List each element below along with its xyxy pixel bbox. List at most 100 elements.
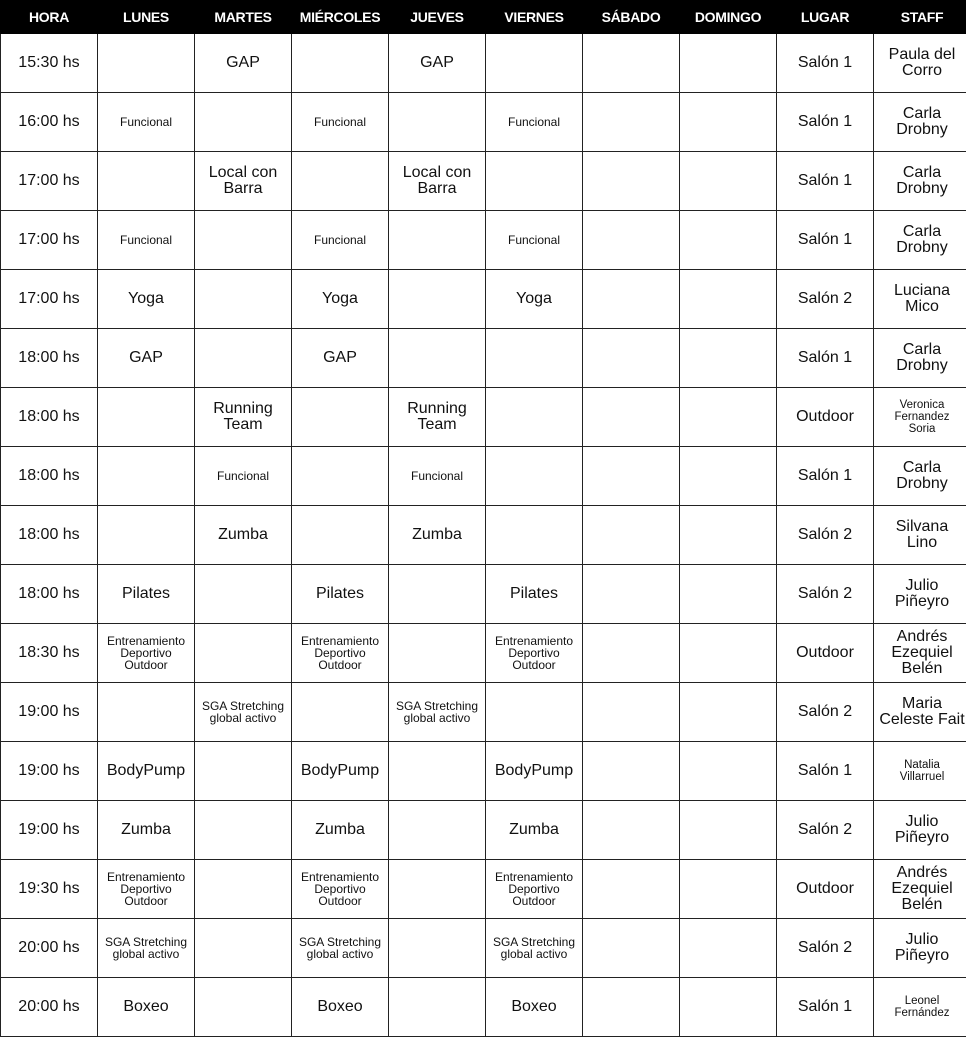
class-cell-martes: Funcional bbox=[195, 447, 292, 506]
time-cell: 18:00 hs bbox=[1, 506, 98, 565]
header-domingo: DOMINGO bbox=[680, 1, 777, 34]
class-cell-sabado bbox=[583, 801, 680, 860]
class-cell-viernes bbox=[486, 506, 583, 565]
class-cell-miercoles: GAP bbox=[292, 329, 389, 388]
class-cell-sabado bbox=[583, 447, 680, 506]
location-cell: Salón 2 bbox=[777, 270, 874, 329]
class-cell-miercoles bbox=[292, 388, 389, 447]
class-cell-martes bbox=[195, 860, 292, 919]
class-cell-miercoles bbox=[292, 34, 389, 93]
class-cell-lunes: SGA Stretching global activo bbox=[98, 919, 195, 978]
class-cell-jueves bbox=[389, 742, 486, 801]
class-cell-sabado bbox=[583, 388, 680, 447]
location-cell: Salón 1 bbox=[777, 978, 874, 1037]
class-cell-miercoles: Funcional bbox=[292, 211, 389, 270]
class-cell-lunes: Pilates bbox=[98, 565, 195, 624]
staff-cell: Natalia Villarruel bbox=[874, 742, 966, 801]
class-cell-lunes bbox=[98, 447, 195, 506]
class-cell-lunes bbox=[98, 152, 195, 211]
time-cell: 20:00 hs bbox=[1, 919, 98, 978]
class-cell-viernes: Entrenamiento Deportivo Outdoor bbox=[486, 624, 583, 683]
time-cell: 15:30 hs bbox=[1, 34, 98, 93]
class-cell-domingo bbox=[680, 683, 777, 742]
header-viernes: VIERNES bbox=[486, 1, 583, 34]
class-cell-lunes: Yoga bbox=[98, 270, 195, 329]
class-cell-sabado bbox=[583, 742, 680, 801]
class-cell-jueves bbox=[389, 860, 486, 919]
class-cell-jueves bbox=[389, 211, 486, 270]
staff-cell: Leonel Fernández bbox=[874, 978, 966, 1037]
header-lugar: LUGAR bbox=[777, 1, 874, 34]
class-cell-miercoles: Entrenamiento Deportivo Outdoor bbox=[292, 624, 389, 683]
header-sabado: SÁBADO bbox=[583, 1, 680, 34]
time-cell: 20:00 hs bbox=[1, 978, 98, 1037]
class-cell-domingo bbox=[680, 93, 777, 152]
time-cell: 18:00 hs bbox=[1, 447, 98, 506]
header-lunes: LUNES bbox=[98, 1, 195, 34]
time-cell: 18:00 hs bbox=[1, 329, 98, 388]
class-cell-martes: SGA Stretching global activo bbox=[195, 683, 292, 742]
time-cell: 19:30 hs bbox=[1, 860, 98, 919]
class-cell-viernes: Entrenamiento Deportivo Outdoor bbox=[486, 860, 583, 919]
time-cell: 19:00 hs bbox=[1, 801, 98, 860]
class-cell-domingo bbox=[680, 270, 777, 329]
class-cell-martes: Local con Barra bbox=[195, 152, 292, 211]
class-cell-lunes: Zumba bbox=[98, 801, 195, 860]
class-cell-viernes: Funcional bbox=[486, 211, 583, 270]
class-cell-viernes: Funcional bbox=[486, 93, 583, 152]
class-cell-miercoles bbox=[292, 683, 389, 742]
class-cell-lunes: Entrenamiento Deportivo Outdoor bbox=[98, 860, 195, 919]
class-cell-lunes bbox=[98, 388, 195, 447]
class-cell-lunes: BodyPump bbox=[98, 742, 195, 801]
class-cell-martes bbox=[195, 624, 292, 683]
staff-cell: Julio Piñeyro bbox=[874, 565, 966, 624]
class-cell-sabado bbox=[583, 93, 680, 152]
header-staff: STAFF bbox=[874, 1, 966, 34]
class-cell-viernes bbox=[486, 152, 583, 211]
class-cell-viernes: BodyPump bbox=[486, 742, 583, 801]
class-cell-jueves: Funcional bbox=[389, 447, 486, 506]
class-cell-domingo bbox=[680, 919, 777, 978]
time-cell: 19:00 hs bbox=[1, 742, 98, 801]
header-miercoles: MIÉRCOLES bbox=[292, 1, 389, 34]
class-cell-lunes: Funcional bbox=[98, 211, 195, 270]
class-cell-martes bbox=[195, 270, 292, 329]
class-cell-domingo bbox=[680, 801, 777, 860]
staff-cell: Carla Drobny bbox=[874, 447, 966, 506]
location-cell: Salón 1 bbox=[777, 447, 874, 506]
class-cell-jueves bbox=[389, 93, 486, 152]
class-cell-martes bbox=[195, 329, 292, 388]
class-cell-lunes bbox=[98, 683, 195, 742]
class-cell-martes bbox=[195, 978, 292, 1037]
location-cell: Salón 2 bbox=[777, 801, 874, 860]
class-cell-domingo bbox=[680, 978, 777, 1037]
class-cell-miercoles bbox=[292, 506, 389, 565]
staff-cell: Andrés Ezequiel Belén bbox=[874, 624, 966, 683]
location-cell: Salón 1 bbox=[777, 211, 874, 270]
class-cell-miercoles: Pilates bbox=[292, 565, 389, 624]
staff-cell: Veronica Fernandez Soria bbox=[874, 388, 966, 447]
class-cell-viernes: Pilates bbox=[486, 565, 583, 624]
class-cell-martes bbox=[195, 565, 292, 624]
class-cell-domingo bbox=[680, 624, 777, 683]
class-cell-miercoles: Yoga bbox=[292, 270, 389, 329]
class-cell-jueves bbox=[389, 919, 486, 978]
staff-cell: Julio Piñeyro bbox=[874, 801, 966, 860]
location-cell: Outdoor bbox=[777, 624, 874, 683]
class-cell-domingo bbox=[680, 329, 777, 388]
class-cell-sabado bbox=[583, 919, 680, 978]
time-cell: 16:00 hs bbox=[1, 93, 98, 152]
class-cell-domingo bbox=[680, 742, 777, 801]
